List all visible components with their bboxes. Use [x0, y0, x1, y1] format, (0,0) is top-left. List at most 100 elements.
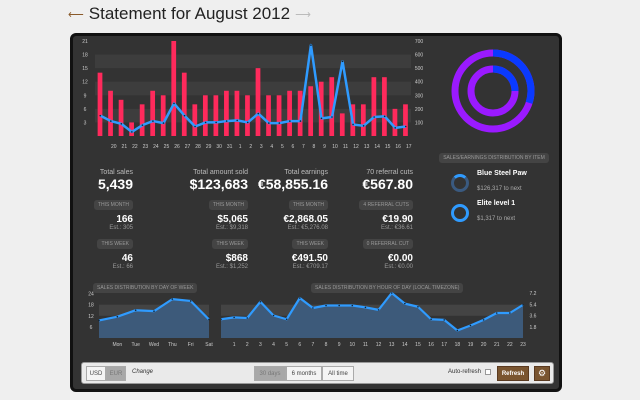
- x-tick: 16: [428, 342, 434, 348]
- line-point: [215, 121, 217, 124]
- range-30-days[interactable]: 30 days: [254, 366, 286, 381]
- stat-estimate: Est.: €36.61: [380, 225, 413, 231]
- arrow-right-icon[interactable]: ⟶: [295, 8, 311, 21]
- data-point: [351, 304, 354, 307]
- x-tick: 2: [249, 144, 252, 150]
- x-tick: 25: [164, 144, 170, 150]
- x-tick: 21: [122, 144, 128, 150]
- stat-label: Total sales: [99, 169, 133, 176]
- hour-of-day-chart: 1 2 3 4 5 6 7 8 9 10 11 12 13 14 15 16 17 18 19 20 21 22 231.8…: [221, 291, 537, 348]
- x-tick: 20: [111, 144, 117, 150]
- bar: [224, 90, 229, 136]
- refresh-button[interactable]: Refresh: [497, 366, 529, 381]
- x-tick: 10: [350, 342, 356, 348]
- line-point: [341, 60, 344, 63]
- usd-button[interactable]: USD: [86, 366, 106, 381]
- y-tick-right: 600: [415, 53, 424, 59]
- range-all-time[interactable]: All time: [322, 366, 354, 381]
- stat-month-value: $5,065: [217, 214, 248, 225]
- y-tick: 1.8: [530, 325, 537, 331]
- x-tick: 30: [216, 144, 222, 150]
- stat-week-value: €0.00: [387, 253, 413, 264]
- line-point: [268, 122, 270, 124]
- level-name: Blue Steel Paw: [477, 170, 527, 177]
- line-point: [362, 125, 365, 127]
- x-tick: 5: [281, 144, 284, 150]
- line-point: [194, 125, 196, 128]
- x-tick: 10: [332, 144, 338, 150]
- bar: [192, 104, 198, 136]
- bar: [266, 95, 271, 136]
- toolbar: USD EUR Change 30 days 6 months All time…: [81, 362, 554, 384]
- data-point: [272, 314, 275, 317]
- bar: [392, 108, 398, 136]
- stat-period: THIS WEEK: [292, 239, 328, 249]
- y-tick-right: 700: [415, 39, 424, 45]
- auto-refresh-label: Auto-refresh: [448, 369, 482, 375]
- data-point: [404, 302, 406, 305]
- y-tick-right: 100: [415, 120, 424, 126]
- x-tick: 13: [364, 144, 370, 150]
- x-tick: 12: [353, 144, 359, 150]
- bar: [213, 95, 219, 136]
- range-6-months[interactable]: 6 months: [286, 366, 322, 381]
- x-tick: 11: [343, 144, 348, 150]
- stat-estimate: Est.: €709.17: [292, 264, 328, 270]
- data-point: [509, 312, 511, 314]
- eur-button[interactable]: EUR: [106, 366, 126, 381]
- y-tick: 18: [88, 303, 94, 309]
- bar: [129, 122, 134, 136]
- data-point: [208, 318, 210, 321]
- x-tick: 31: [227, 144, 233, 150]
- x-tick: 16: [395, 144, 401, 150]
- bar: [139, 104, 145, 136]
- data-point: [522, 304, 524, 306]
- gear-icon[interactable]: ⚙: [534, 366, 550, 381]
- data-point: [325, 304, 327, 307]
- line-point: [99, 114, 102, 117]
- data-point: [417, 305, 419, 308]
- data-point: [171, 298, 174, 300]
- x-tick: 17: [406, 144, 412, 150]
- x-tick: 19: [468, 342, 474, 348]
- x-tick: 28: [195, 144, 201, 150]
- stat-month-value: 166: [116, 214, 133, 225]
- x-tick: Fri: [188, 342, 194, 348]
- line-point: [246, 121, 249, 124]
- stat-month-value: €2,868.05: [283, 214, 329, 225]
- x-tick: 11: [363, 342, 368, 348]
- arrow-left-icon[interactable]: ⟵: [68, 8, 84, 21]
- grid-band: [95, 81, 411, 96]
- x-tick: 6: [298, 342, 301, 348]
- x-tick: 5: [285, 342, 288, 348]
- stat-period: THIS MONTH: [93, 200, 133, 210]
- hour-title: SALES DISTRIBUTION BY HOUR OF DAY (LOCAL…: [311, 283, 464, 293]
- line-point: [299, 120, 302, 122]
- x-tick: Thu: [168, 342, 177, 348]
- data-point: [221, 318, 222, 321]
- stat-label: 70 referral cuts: [366, 169, 413, 176]
- bar: [360, 104, 366, 136]
- data-point: [116, 315, 119, 318]
- bar: [97, 72, 103, 136]
- y-tick: 7.2: [530, 291, 537, 297]
- donut-slice: [451, 49, 535, 133]
- x-tick: 24: [153, 144, 159, 150]
- y-tick-left: 21: [82, 39, 88, 45]
- day-of-week-chart: Mon Tue Wed Thu Fri Sat 6 12 18 24: [88, 292, 213, 348]
- stat-estimate: Est.: €0.00: [384, 264, 413, 270]
- x-tick: 7: [312, 342, 315, 348]
- y-tick: 5.4: [530, 302, 537, 308]
- x-tick: Sat: [205, 342, 213, 348]
- x-tick: 22: [507, 342, 513, 348]
- auto-refresh-checkbox[interactable]: [485, 369, 491, 375]
- x-tick: Mon: [112, 342, 122, 348]
- stat-column: Total earnings €58,855.16 THIS MONTH €2,868…: [228, 169, 328, 270]
- line-point: [310, 44, 312, 46]
- y-tick-left: 12: [82, 80, 88, 86]
- y-tick-right: 400: [415, 80, 424, 86]
- x-tick: 1: [239, 144, 242, 150]
- data-point: [495, 312, 498, 314]
- y-tick-left: 18: [82, 53, 88, 59]
- change-link[interactable]: Change: [132, 369, 154, 375]
